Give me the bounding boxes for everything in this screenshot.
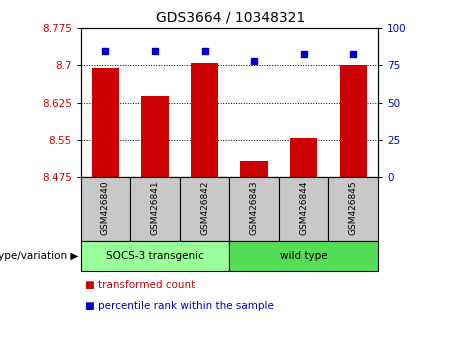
Text: wild type: wild type [280,251,327,261]
Text: GSM426842: GSM426842 [200,180,209,235]
Point [250,58,258,64]
Bar [81,177,130,241]
Text: ■ transformed count: ■ transformed count [85,280,195,290]
Bar [142,96,169,177]
Bar [241,161,268,177]
Point [151,48,159,53]
Point [102,48,109,53]
Point [201,48,208,53]
Point [300,51,307,56]
Text: SOCS-3 transgenic: SOCS-3 transgenic [106,251,204,261]
Bar [279,177,328,241]
Bar [230,241,378,271]
Bar [340,65,367,177]
Text: GDS3664 / 10348321: GDS3664 / 10348321 [156,11,305,25]
Text: genotype/variation ▶: genotype/variation ▶ [0,251,78,261]
Point [349,51,357,56]
Bar [180,177,229,241]
Bar [290,138,317,177]
Bar [92,68,119,177]
Bar [328,177,378,241]
Text: GSM426843: GSM426843 [249,180,259,235]
Bar [191,63,218,177]
Bar [81,241,230,271]
Text: GSM426844: GSM426844 [299,180,308,235]
Text: GSM426841: GSM426841 [150,180,160,235]
Text: ■ percentile rank within the sample: ■ percentile rank within the sample [85,301,274,311]
Bar [130,177,180,241]
Text: GSM426840: GSM426840 [101,180,110,235]
Text: GSM426845: GSM426845 [349,180,358,235]
Bar [230,177,279,241]
